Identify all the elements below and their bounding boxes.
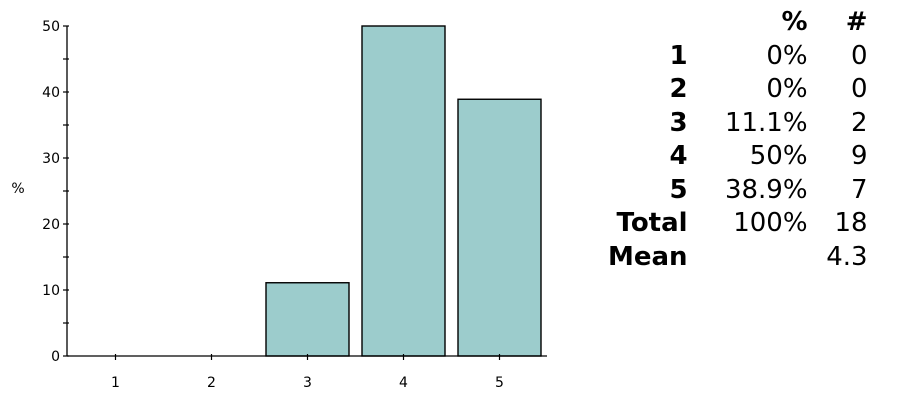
row-count: 9: [851, 141, 868, 171]
row-label: 5: [669, 174, 688, 205]
y-tick-label: 50: [42, 19, 60, 35]
header-count: #: [845, 7, 868, 37]
row-label: Total: [616, 208, 688, 238]
row-count: 4.3: [826, 241, 868, 272]
table-row: 2 0% 0: [600, 73, 868, 107]
row-percent: 38.9%: [724, 174, 808, 205]
y-tick-label: 0: [51, 349, 60, 365]
row-percent: 50%: [749, 141, 808, 171]
x-tick-label: 3: [303, 375, 312, 391]
x-tick-label: 5: [495, 375, 504, 391]
x-tick-label: 2: [207, 375, 216, 391]
row-count: 7: [851, 174, 868, 205]
y-tick-label: 10: [42, 283, 60, 299]
row-label: 1: [669, 40, 688, 71]
table-row: 5 38.9% 7: [600, 174, 868, 208]
row-count: 18: [834, 208, 868, 238]
x-tick-label: 4: [399, 375, 408, 391]
row-percent: 11.1%: [724, 107, 808, 138]
x-tick-label: 1: [111, 375, 120, 391]
table-header-row: % #: [600, 6, 868, 40]
bar: [457, 98, 542, 357]
y-tick-label: 30: [42, 151, 60, 167]
row-count: 2: [851, 107, 868, 138]
summary-table: % # 1 0% 0 2 0% 0 3 11.1% 2 4 50% 9 5 38…: [600, 6, 868, 274]
row-percent: [688, 241, 808, 275]
y-tick-label: 40: [42, 85, 60, 101]
row-label: 3: [669, 107, 688, 138]
bar: [265, 282, 350, 357]
header-label: [600, 6, 688, 40]
row-label: Mean: [608, 241, 688, 272]
header-percent: %: [781, 7, 808, 37]
row-count: 0: [851, 40, 868, 71]
bar-chart: 0 10 20 30 40 50 1 2 3 4 5%: [11, 19, 547, 391]
row-label: 4: [669, 141, 688, 171]
row-percent: 0%: [766, 74, 808, 104]
table-row: 4 50% 9: [600, 140, 868, 174]
table-row: 1 0% 0: [600, 40, 868, 74]
mean-row: Mean 4.3: [600, 241, 868, 275]
y-axis-label: %: [11, 181, 24, 197]
row-percent: 100%: [733, 208, 808, 238]
y-tick-label: 20: [42, 217, 60, 233]
row-label: 2: [669, 74, 688, 104]
total-row: Total 100% 18: [600, 207, 868, 241]
table-row: 3 11.1% 2: [600, 107, 868, 141]
row-count: 0: [851, 74, 868, 104]
row-percent: 0%: [766, 40, 808, 71]
bar: [361, 25, 446, 357]
